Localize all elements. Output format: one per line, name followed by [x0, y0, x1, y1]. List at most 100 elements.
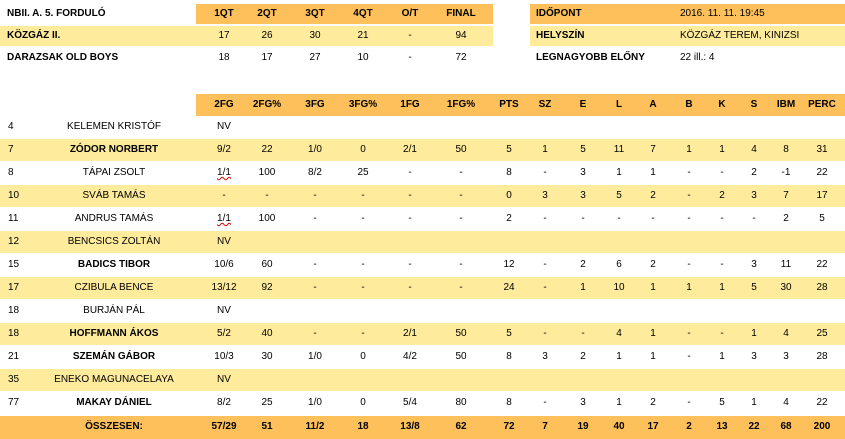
stat-cell: 2	[580, 351, 586, 362]
stat-cell: -	[222, 190, 226, 201]
stat-cell: -	[581, 213, 585, 224]
stat-cell: -	[313, 259, 317, 270]
stats-column-header: IBM	[776, 99, 796, 110]
team-row-highlight	[0, 26, 493, 46]
stat-cell: 68	[780, 421, 792, 432]
stat-cell: 11	[780, 259, 792, 270]
quarter-header: 4QT	[353, 8, 373, 19]
stat-cell	[489, 300, 529, 322]
info-row-highlight	[530, 4, 845, 24]
stat-cell: 8/2	[217, 397, 231, 408]
stat-cell: -	[408, 167, 412, 178]
stat-cell	[802, 116, 842, 138]
stat-cell: 0	[360, 351, 366, 362]
quarter-score: 10	[357, 52, 369, 63]
player-row: 10 SVÁB TAMÁS - - - - - - 0 3 3 5 2 - 2 3 7 17	[0, 185, 845, 207]
stat-cell	[489, 369, 529, 391]
stat-cell: -	[687, 259, 691, 270]
stat-cell: 11	[613, 144, 625, 155]
stat-cell: -	[459, 190, 463, 201]
stat-cell: 0	[506, 190, 512, 201]
stat-cell	[766, 300, 806, 322]
stat-cell: 7	[783, 190, 789, 201]
stat-cell: -	[408, 190, 412, 201]
stat-cell: 13	[716, 421, 728, 432]
stat-cell: 25	[261, 397, 273, 408]
stat-cell: -	[543, 328, 547, 339]
stat-cell: -	[313, 282, 317, 293]
stat-cell: -	[617, 213, 621, 224]
player-number: 17	[8, 282, 20, 293]
stat-cell: 1	[719, 144, 725, 155]
player-number: 4	[8, 121, 14, 132]
player-row: 18 HOFFMANN ÁKOS 5/2 40 - - 2/1 50 5 - - 4 1 - - 1 4 25	[0, 323, 845, 345]
stat-cell: 4	[783, 397, 789, 408]
stat-cell: -	[687, 328, 691, 339]
info-value: KÖZGÁZ TEREM, KINIZSI	[680, 30, 800, 41]
stat-cell: -	[459, 259, 463, 270]
stat-cell: 1	[616, 397, 622, 408]
stat-cell: 18	[357, 421, 369, 432]
stat-cell	[247, 369, 287, 391]
stat-cell: -	[543, 397, 547, 408]
player-row: 21 SZEMÁN GÁBOR 10/3 30 1/0 0 4/2 50 8 3 2 1 1-1 3 3 28	[0, 346, 845, 368]
player-name: TÁPAI ZSOLT	[82, 167, 146, 178]
stat-cell: 5	[751, 282, 757, 293]
stat-cell	[295, 300, 335, 322]
info-label: LEGNAGYOBB ELŐNY	[536, 52, 645, 63]
player-number: 15	[8, 259, 20, 270]
stat-cell: -	[543, 259, 547, 270]
stat-cell	[343, 116, 383, 138]
player-name: MAKAY DÁNIEL	[76, 397, 152, 408]
stat-cell	[525, 300, 565, 322]
stat-cell: -	[687, 213, 691, 224]
stat-cell: -	[543, 213, 547, 224]
stat-cell: 40	[261, 328, 273, 339]
stat-cell: 2/1	[403, 144, 417, 155]
stat-cell: -1	[781, 167, 791, 178]
info-value: 22 ill.: 4	[680, 52, 715, 63]
stat-cell: 6	[616, 259, 622, 270]
stat-cell: 51	[261, 421, 273, 432]
stats-column-header: 1FG%	[446, 99, 476, 110]
stat-cell: 57/29	[211, 421, 237, 432]
player-name: CZIBULA BENCE	[74, 282, 154, 293]
stat-cell	[295, 231, 335, 253]
stat-cell: 3	[751, 190, 757, 201]
stat-cell: 40	[613, 421, 625, 432]
stat-cell: 100	[258, 167, 276, 178]
stat-cell	[802, 231, 842, 253]
player-name: ANDRUS TAMÁS	[74, 213, 154, 224]
stats-column-header: L	[615, 99, 623, 110]
stat-cell: 22	[816, 167, 828, 178]
player-row: 35 ENEKO MAGUNACELAYA NV	[0, 369, 845, 391]
stat-cell: 11/2	[305, 421, 325, 432]
stat-cell: 30	[261, 351, 273, 362]
player-row: 12 BENCSICS ZOLTÁN NV	[0, 231, 845, 253]
stat-cell: 4	[616, 328, 622, 339]
stat-cell: NV	[217, 305, 231, 316]
player-number: 77	[8, 397, 20, 408]
quarter-score: 72	[455, 52, 467, 63]
stat-cell: NV	[217, 121, 231, 132]
stat-cell: 22	[816, 397, 828, 408]
player-number: 7	[8, 144, 14, 155]
stat-cell	[441, 116, 481, 138]
stat-cell: 1	[686, 282, 692, 293]
stat-cell: -	[313, 213, 317, 224]
stat-cell: 50	[455, 328, 467, 339]
stat-cell: 1	[616, 167, 622, 178]
player-number: 18	[8, 305, 20, 316]
stat-cell: 5	[819, 213, 825, 224]
quarter-score: 17	[261, 52, 273, 63]
stat-cell: 200	[813, 421, 831, 432]
stat-cell	[390, 116, 430, 138]
stat-cell: 22	[748, 421, 760, 432]
stat-cell	[563, 116, 603, 138]
player-number: 35	[8, 374, 20, 385]
stat-cell	[766, 116, 806, 138]
stat-cell	[525, 231, 565, 253]
team-name: DARAZSAK OLD BOYS	[7, 52, 119, 63]
stat-cell	[295, 116, 335, 138]
stat-cell: -	[687, 397, 691, 408]
